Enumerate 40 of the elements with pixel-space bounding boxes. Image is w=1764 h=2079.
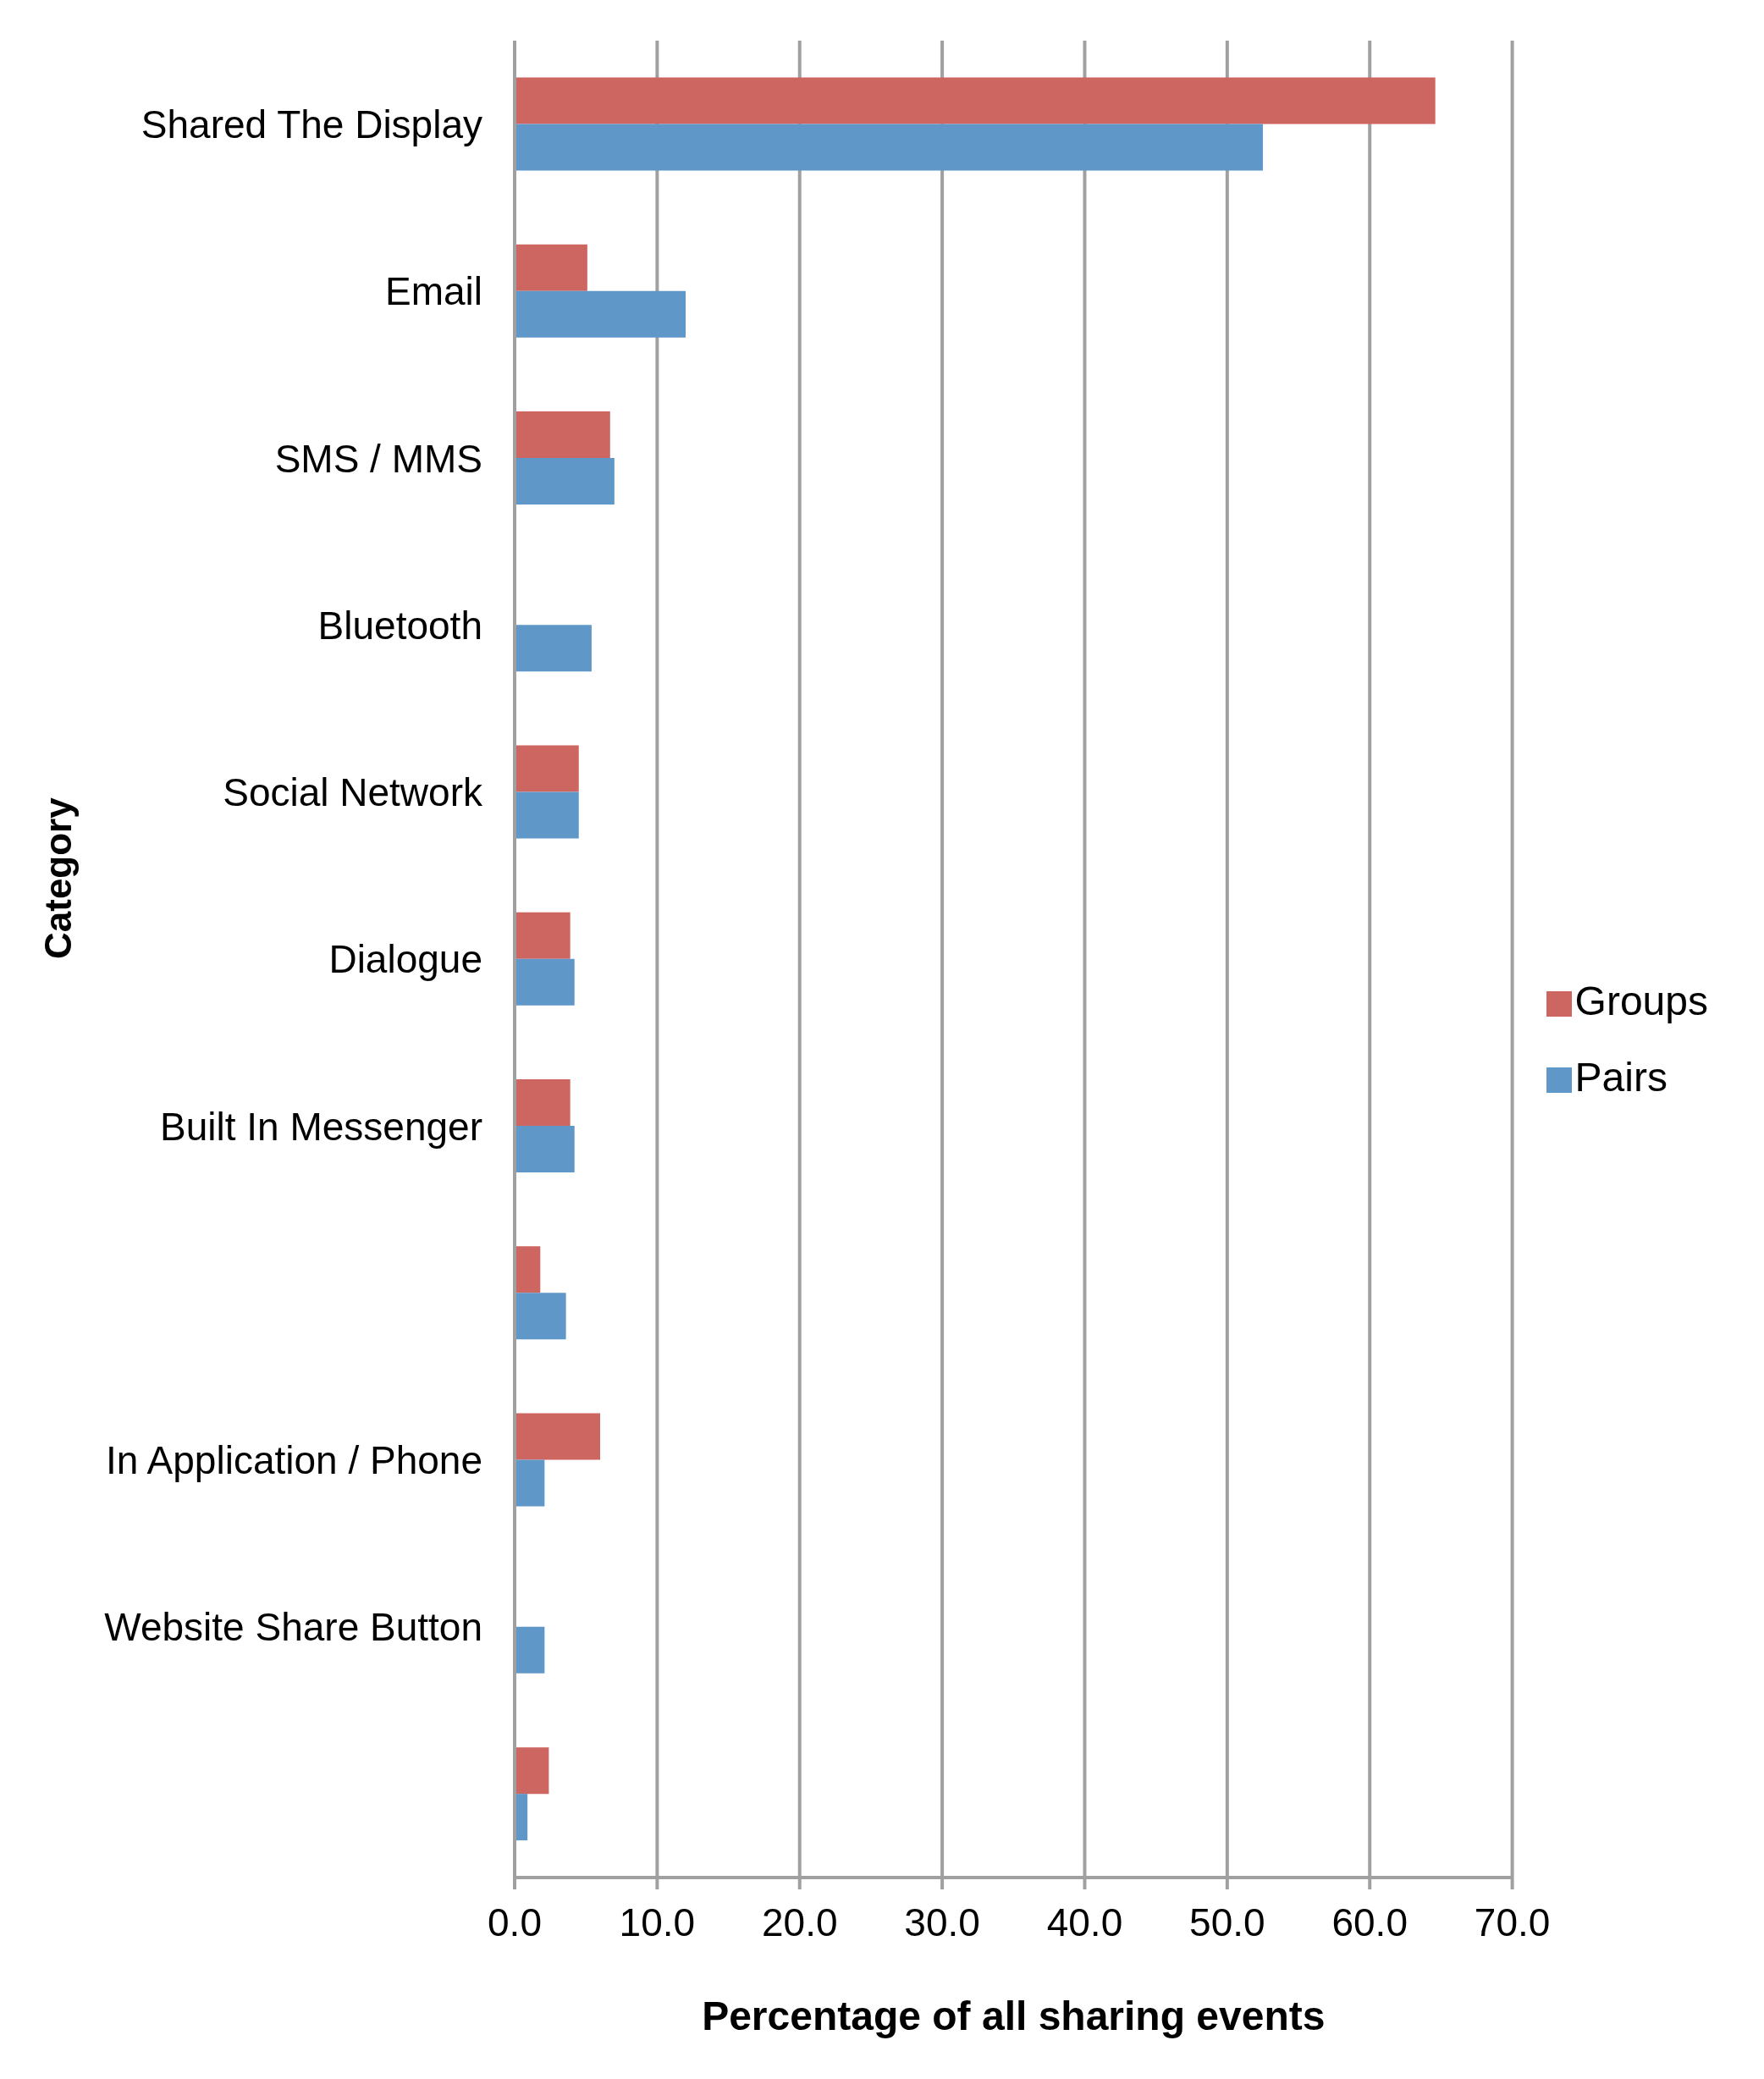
x-tick-label: 40.0 [1046, 1900, 1123, 1944]
bar [515, 244, 587, 291]
bar [515, 1413, 601, 1460]
bar [515, 1246, 541, 1293]
bar [515, 1747, 549, 1795]
y-tick-label: In Application / Phone [106, 1438, 482, 1483]
y-tick-label: Website Share Button [104, 1605, 482, 1650]
bar [515, 958, 575, 1006]
y-tick-label: Social Network [223, 770, 483, 815]
bar [515, 1079, 571, 1127]
y-axis-title: Category [36, 797, 79, 959]
legend-label: Pairs [1574, 1055, 1668, 1100]
x-tick-label: 30.0 [904, 1900, 980, 1944]
y-tick-label: Bluetooth [317, 603, 482, 648]
y-tick-label: Shared The Display [141, 102, 482, 146]
x-axis-title: Percentage of all sharing events [702, 1994, 1326, 2038]
bar [515, 912, 571, 959]
x-tick-label: 70.0 [1474, 1900, 1551, 1944]
bar [515, 745, 579, 792]
x-tick-label: 50.0 [1189, 1900, 1265, 1944]
y-tick-label: SMS / MMS [274, 436, 482, 481]
bar [515, 791, 579, 839]
bar [515, 457, 615, 505]
bar [515, 290, 686, 338]
x-tick-label: 20.0 [761, 1900, 838, 1944]
y-tick-label: Built In Messenger [160, 1104, 482, 1149]
bar [515, 124, 1263, 171]
x-tick-label: 0.0 [488, 1900, 542, 1944]
x-tick-label: 60.0 [1331, 1900, 1408, 1944]
bar [515, 1293, 566, 1340]
x-tick-label: 10.0 [619, 1900, 696, 1944]
bar [515, 77, 1436, 124]
bar [515, 1626, 545, 1674]
y-tick-label: Dialogue [328, 937, 482, 982]
bar [515, 1126, 575, 1173]
bar [515, 411, 610, 458]
bar [515, 1459, 545, 1507]
bar [515, 625, 592, 672]
y-tick-label: Email [384, 269, 482, 314]
legend-label: Groups [1574, 979, 1708, 1023]
